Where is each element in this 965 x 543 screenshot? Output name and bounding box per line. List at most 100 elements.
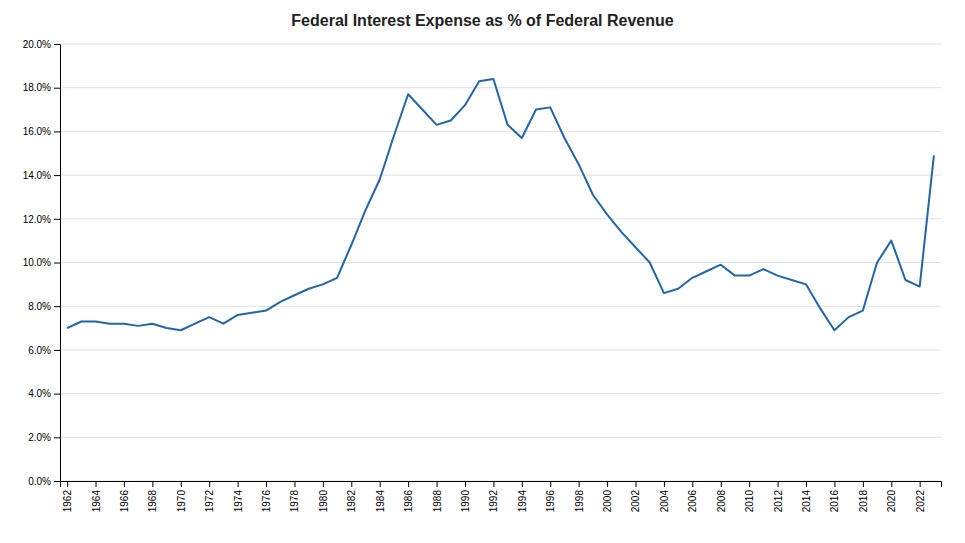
- x-tick: 2006: [687, 481, 698, 512]
- tick-mark: [635, 481, 636, 487]
- tick-mark: [54, 306, 60, 307]
- y-tick-label: 14.0%: [23, 170, 51, 181]
- tick-mark: [54, 263, 60, 264]
- y-tick-label: 18.0%: [23, 82, 51, 93]
- x-tick: 1972: [204, 481, 215, 512]
- tick-mark: [54, 88, 60, 89]
- grid-line: [60, 262, 941, 263]
- x-tick: 1970: [176, 481, 187, 512]
- tick-mark: [54, 175, 60, 176]
- tick-mark: [778, 481, 779, 487]
- x-tick: 1998: [574, 481, 585, 512]
- x-tick-label: 1962: [62, 490, 73, 513]
- tick-mark: [54, 437, 60, 438]
- axis-line: [54, 45, 61, 482]
- y-tick-label: 16.0%: [23, 126, 51, 137]
- x-tick: 1980: [318, 481, 329, 512]
- tick-mark: [323, 481, 324, 487]
- plot: 1962 1964 1966 1968 1970 1972 1974 1976 1978 1980…: [23, 39, 942, 513]
- x-tick: 1988: [432, 481, 443, 512]
- tick-mark: [380, 481, 381, 487]
- x-tick-label: 1970: [176, 490, 187, 513]
- grid-line: [60, 349, 941, 350]
- x-tick: 2010: [744, 481, 755, 512]
- x-tick-label: 2012: [773, 490, 784, 513]
- x-tick-label: 1992: [488, 490, 499, 513]
- grid-line: [60, 175, 941, 176]
- x-tick-label: 2018: [858, 490, 869, 513]
- y-tick: 14.0%: [23, 170, 60, 181]
- tick-mark: [721, 481, 722, 487]
- y-axis: 0.0% 2.0% 4.0% 6.0% 8.0% 10.0% 12.0% 14.0% 16.0%…: [23, 39, 61, 487]
- tick-mark: [437, 481, 438, 487]
- tick-mark: [54, 394, 60, 395]
- y-tick-label: 10.0%: [23, 257, 51, 268]
- y-tick-label: 4.0%: [28, 388, 51, 399]
- x-tick-label: 1994: [517, 490, 528, 513]
- x-tick-label: 2016: [829, 490, 840, 513]
- y-tick-label: 12.0%: [23, 214, 51, 225]
- x-tick: 1976: [261, 481, 272, 512]
- x-tick-label: 2010: [744, 490, 755, 513]
- tick-mark: [181, 481, 182, 487]
- chart: Federal Interest Expense as % of Federal…: [0, 0, 965, 543]
- y-tick: 12.0%: [23, 214, 60, 225]
- x-tick-label: 1974: [233, 490, 244, 513]
- tick-mark: [238, 481, 239, 487]
- tick-mark: [891, 481, 892, 487]
- grid-line: [60, 44, 941, 45]
- x-tick: 1984: [375, 481, 386, 512]
- tick-mark: [692, 481, 693, 487]
- tick-mark: [54, 481, 60, 482]
- y-tick: 6.0%: [28, 345, 60, 356]
- line: [67, 79, 934, 330]
- tick-mark: [579, 481, 580, 487]
- x-tick: 2016: [829, 481, 840, 512]
- x-tick-label: 2006: [687, 490, 698, 513]
- tick-mark: [920, 481, 921, 487]
- grid-line: [60, 131, 941, 132]
- x-tick-label: 1978: [289, 490, 300, 513]
- x-tick-label: 1982: [346, 490, 357, 513]
- tick-mark: [54, 219, 60, 220]
- x-tick: 1974: [233, 481, 244, 512]
- x-tick-label: 2002: [630, 490, 641, 513]
- x-tick: 1994: [517, 481, 528, 512]
- tick-mark: [54, 350, 60, 351]
- axis-line: [61, 482, 942, 488]
- y-tick: 0.0%: [28, 476, 60, 487]
- x-tick: 2004: [659, 481, 670, 512]
- x-tick-label: 1990: [460, 490, 471, 513]
- x-tick-label: 2020: [886, 490, 897, 513]
- tick-mark: [522, 481, 523, 487]
- tick-mark: [834, 481, 835, 487]
- x-tick: 2020: [886, 481, 897, 512]
- grid-line: [60, 437, 941, 438]
- x-tick-label: 1984: [375, 490, 386, 513]
- x-tick-label: 1972: [204, 490, 215, 513]
- y-tick-label: 8.0%: [28, 301, 51, 312]
- x-tick-label: 1968: [147, 490, 158, 513]
- x-tick-label: 2022: [915, 490, 926, 513]
- title: Federal Interest Expense as % of Federal…: [291, 12, 673, 29]
- marks: [67, 79, 934, 330]
- tick-mark: [54, 44, 60, 45]
- tick-mark: [863, 481, 864, 487]
- tick-mark: [465, 481, 466, 487]
- y-grid: [60, 44, 941, 481]
- x-tick: 1996: [545, 481, 556, 512]
- x-tick-label: 1964: [91, 490, 102, 513]
- x-tick-label: 2008: [716, 490, 727, 513]
- y-tick: 8.0%: [28, 301, 60, 312]
- grid-line: [60, 218, 941, 219]
- y-tick-label: 2.0%: [28, 432, 51, 443]
- x-tick-label: 1966: [119, 490, 130, 513]
- tick-mark: [550, 481, 551, 487]
- grid-line: [60, 393, 941, 394]
- x-tick: 1992: [488, 481, 499, 512]
- x-axis: 1962 1964 1966 1968 1970 1972 1974 1976 1978 1980…: [61, 481, 942, 512]
- x-tick-label: 1988: [432, 490, 443, 513]
- tick-mark: [209, 481, 210, 487]
- tick-mark: [96, 481, 97, 487]
- y-tick-label: 20.0%: [23, 39, 51, 50]
